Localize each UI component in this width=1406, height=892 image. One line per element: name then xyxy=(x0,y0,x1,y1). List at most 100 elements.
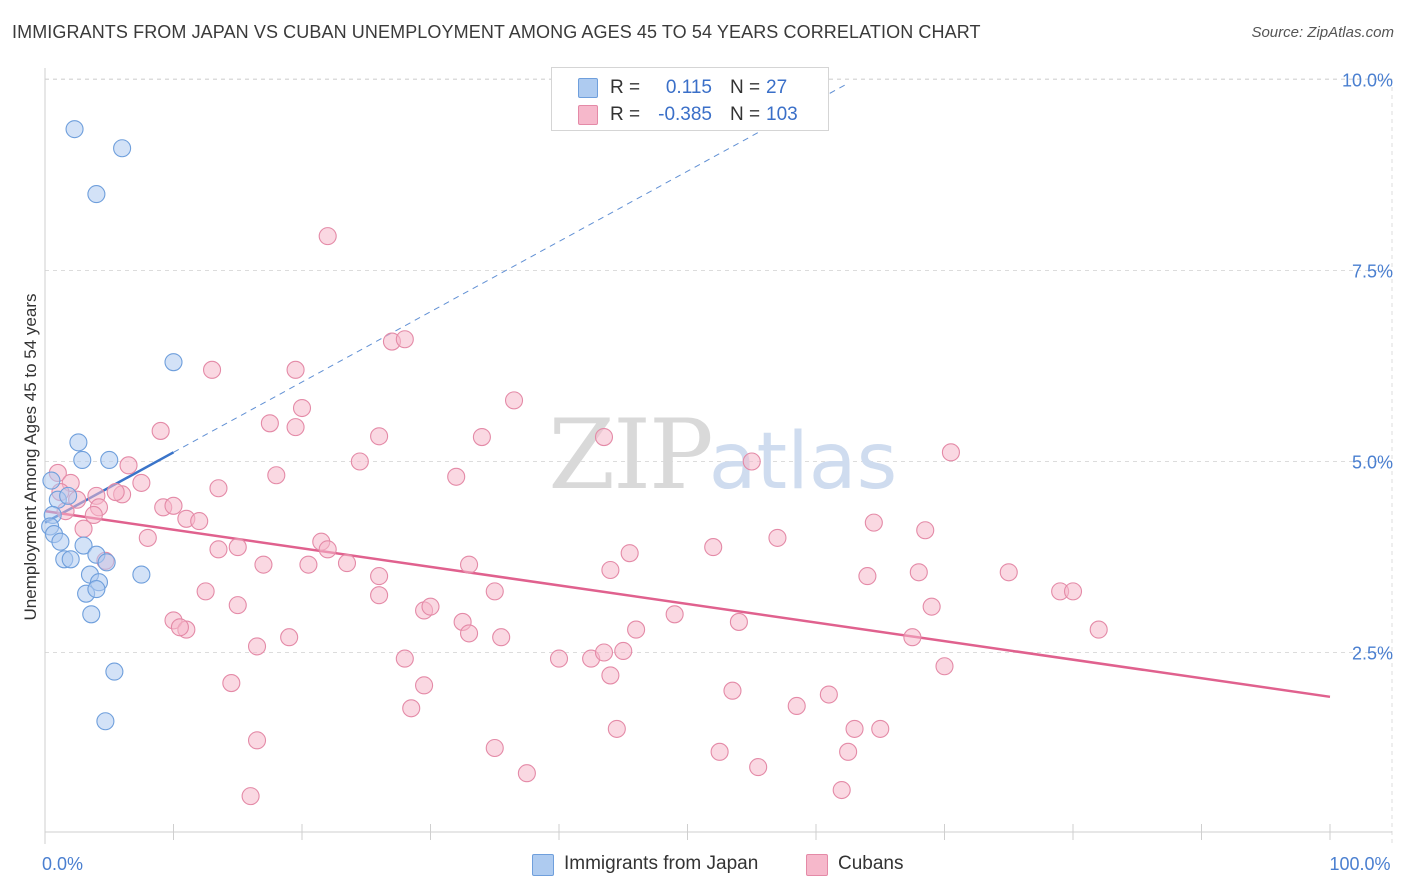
cubans-point xyxy=(337,554,357,573)
cubans-point xyxy=(459,555,479,574)
cubans-points xyxy=(48,227,1108,806)
cubans-point xyxy=(517,764,536,783)
japan-point xyxy=(42,471,61,490)
cubans-point xyxy=(350,452,369,471)
cubans-point xyxy=(819,685,838,704)
cubans-point xyxy=(485,738,504,758)
cubans-point xyxy=(903,628,922,647)
cubans-point xyxy=(710,742,729,761)
cubans-point xyxy=(395,649,414,668)
cubans-point xyxy=(864,513,883,532)
cubans-point xyxy=(601,666,620,685)
cubans-point xyxy=(254,555,273,574)
cubans-point xyxy=(395,330,414,349)
cubans-point xyxy=(492,628,511,647)
japan-point xyxy=(87,185,106,204)
japan-point xyxy=(164,353,183,372)
cubans-point xyxy=(704,538,723,557)
stats-row-japan: R = 0.115 N = 27 xyxy=(552,75,828,101)
cubans-point xyxy=(916,521,935,540)
cubans-point xyxy=(999,563,1018,582)
cubans-point xyxy=(909,563,928,582)
axis-labels: 2.5% 5.0% 7.5% 10.0% 0.0% 100.0% Unemployment … xyxy=(21,71,1393,875)
watermark-atlas: atlas xyxy=(709,417,898,507)
cubans-point xyxy=(318,540,337,559)
cubans-point xyxy=(106,483,125,502)
cubans-point xyxy=(286,418,305,437)
cubans-point xyxy=(132,473,151,492)
data-points xyxy=(41,120,1108,806)
japan-point xyxy=(74,536,93,555)
japan-point xyxy=(61,550,80,569)
japan-point xyxy=(97,553,116,572)
cubans-point xyxy=(292,398,312,418)
cubans-point xyxy=(247,731,267,750)
cubans-point xyxy=(280,628,299,647)
cubans-point xyxy=(504,391,524,410)
cubans-point xyxy=(601,560,620,580)
cubans-point xyxy=(260,414,279,433)
y-axis-label: Unemployment Among Ages 45 to 54 years xyxy=(21,294,40,621)
japan-trend-extension xyxy=(173,82,849,453)
cubans-point xyxy=(459,624,479,643)
cubans-point xyxy=(665,605,684,624)
japan-points xyxy=(41,120,183,731)
r-value: 0.115 xyxy=(665,77,712,98)
cubans-point xyxy=(370,567,389,586)
legend-label-japan: Immigrants from Japan xyxy=(564,853,759,874)
cubans-point xyxy=(620,544,639,563)
cubans-point xyxy=(209,540,228,559)
cubans-point xyxy=(742,452,761,471)
cubans-point xyxy=(241,787,260,806)
japan-point xyxy=(73,450,92,470)
stats-legend: R = 0.115 N = 27 R = -0.385 N = 103 xyxy=(551,67,829,131)
n-value: 27 xyxy=(766,77,788,98)
cubans-point xyxy=(941,443,960,462)
y-tick-label: 7.5% xyxy=(1352,262,1393,282)
cubans-point xyxy=(787,696,806,716)
cubans-point xyxy=(749,758,768,777)
cubans-point xyxy=(209,479,228,498)
cubans-point xyxy=(858,567,877,586)
r-label: R = xyxy=(610,77,641,98)
japan-point xyxy=(87,580,106,599)
y-tick-label: 5.0% xyxy=(1352,453,1393,473)
n-label: N = xyxy=(730,77,761,98)
japan-point xyxy=(105,662,124,681)
cubans-point xyxy=(614,641,633,661)
cubans-point xyxy=(729,612,748,631)
cubans-point xyxy=(1089,620,1108,639)
japan-point xyxy=(51,532,70,551)
cubans-point xyxy=(247,637,267,656)
chart-title: IMMIGRANTS FROM JAPAN VS CUBAN UNEMPLOYM… xyxy=(12,22,981,42)
y-tick-label: 2.5% xyxy=(1352,644,1393,664)
japan-point xyxy=(113,139,132,158)
cubans-point xyxy=(485,582,504,601)
cubans-point xyxy=(627,620,646,639)
cubans-point xyxy=(402,699,421,718)
japan-point xyxy=(96,712,115,731)
cubans-point xyxy=(119,456,138,475)
japan-point xyxy=(69,433,88,452)
japan-legend-swatch xyxy=(532,854,554,876)
cubans-point xyxy=(370,586,389,605)
japan-point xyxy=(59,486,78,505)
cubans-point xyxy=(723,681,742,700)
cubans-point xyxy=(190,512,209,531)
cubans-point xyxy=(267,466,286,485)
cubans-point xyxy=(871,719,890,738)
n-value: 103 xyxy=(766,104,798,125)
cubans-point xyxy=(196,582,215,601)
japan-point xyxy=(82,605,101,624)
cubans-point xyxy=(421,597,440,616)
japan-swatch xyxy=(578,78,598,98)
cubans-point xyxy=(299,555,318,574)
japan-point xyxy=(132,565,151,584)
cubans-point xyxy=(607,719,626,738)
cubans-point xyxy=(935,657,954,676)
axes xyxy=(44,68,1392,844)
cubans-point xyxy=(845,719,864,738)
cubans-point xyxy=(222,674,241,693)
cubans-point xyxy=(549,649,569,668)
